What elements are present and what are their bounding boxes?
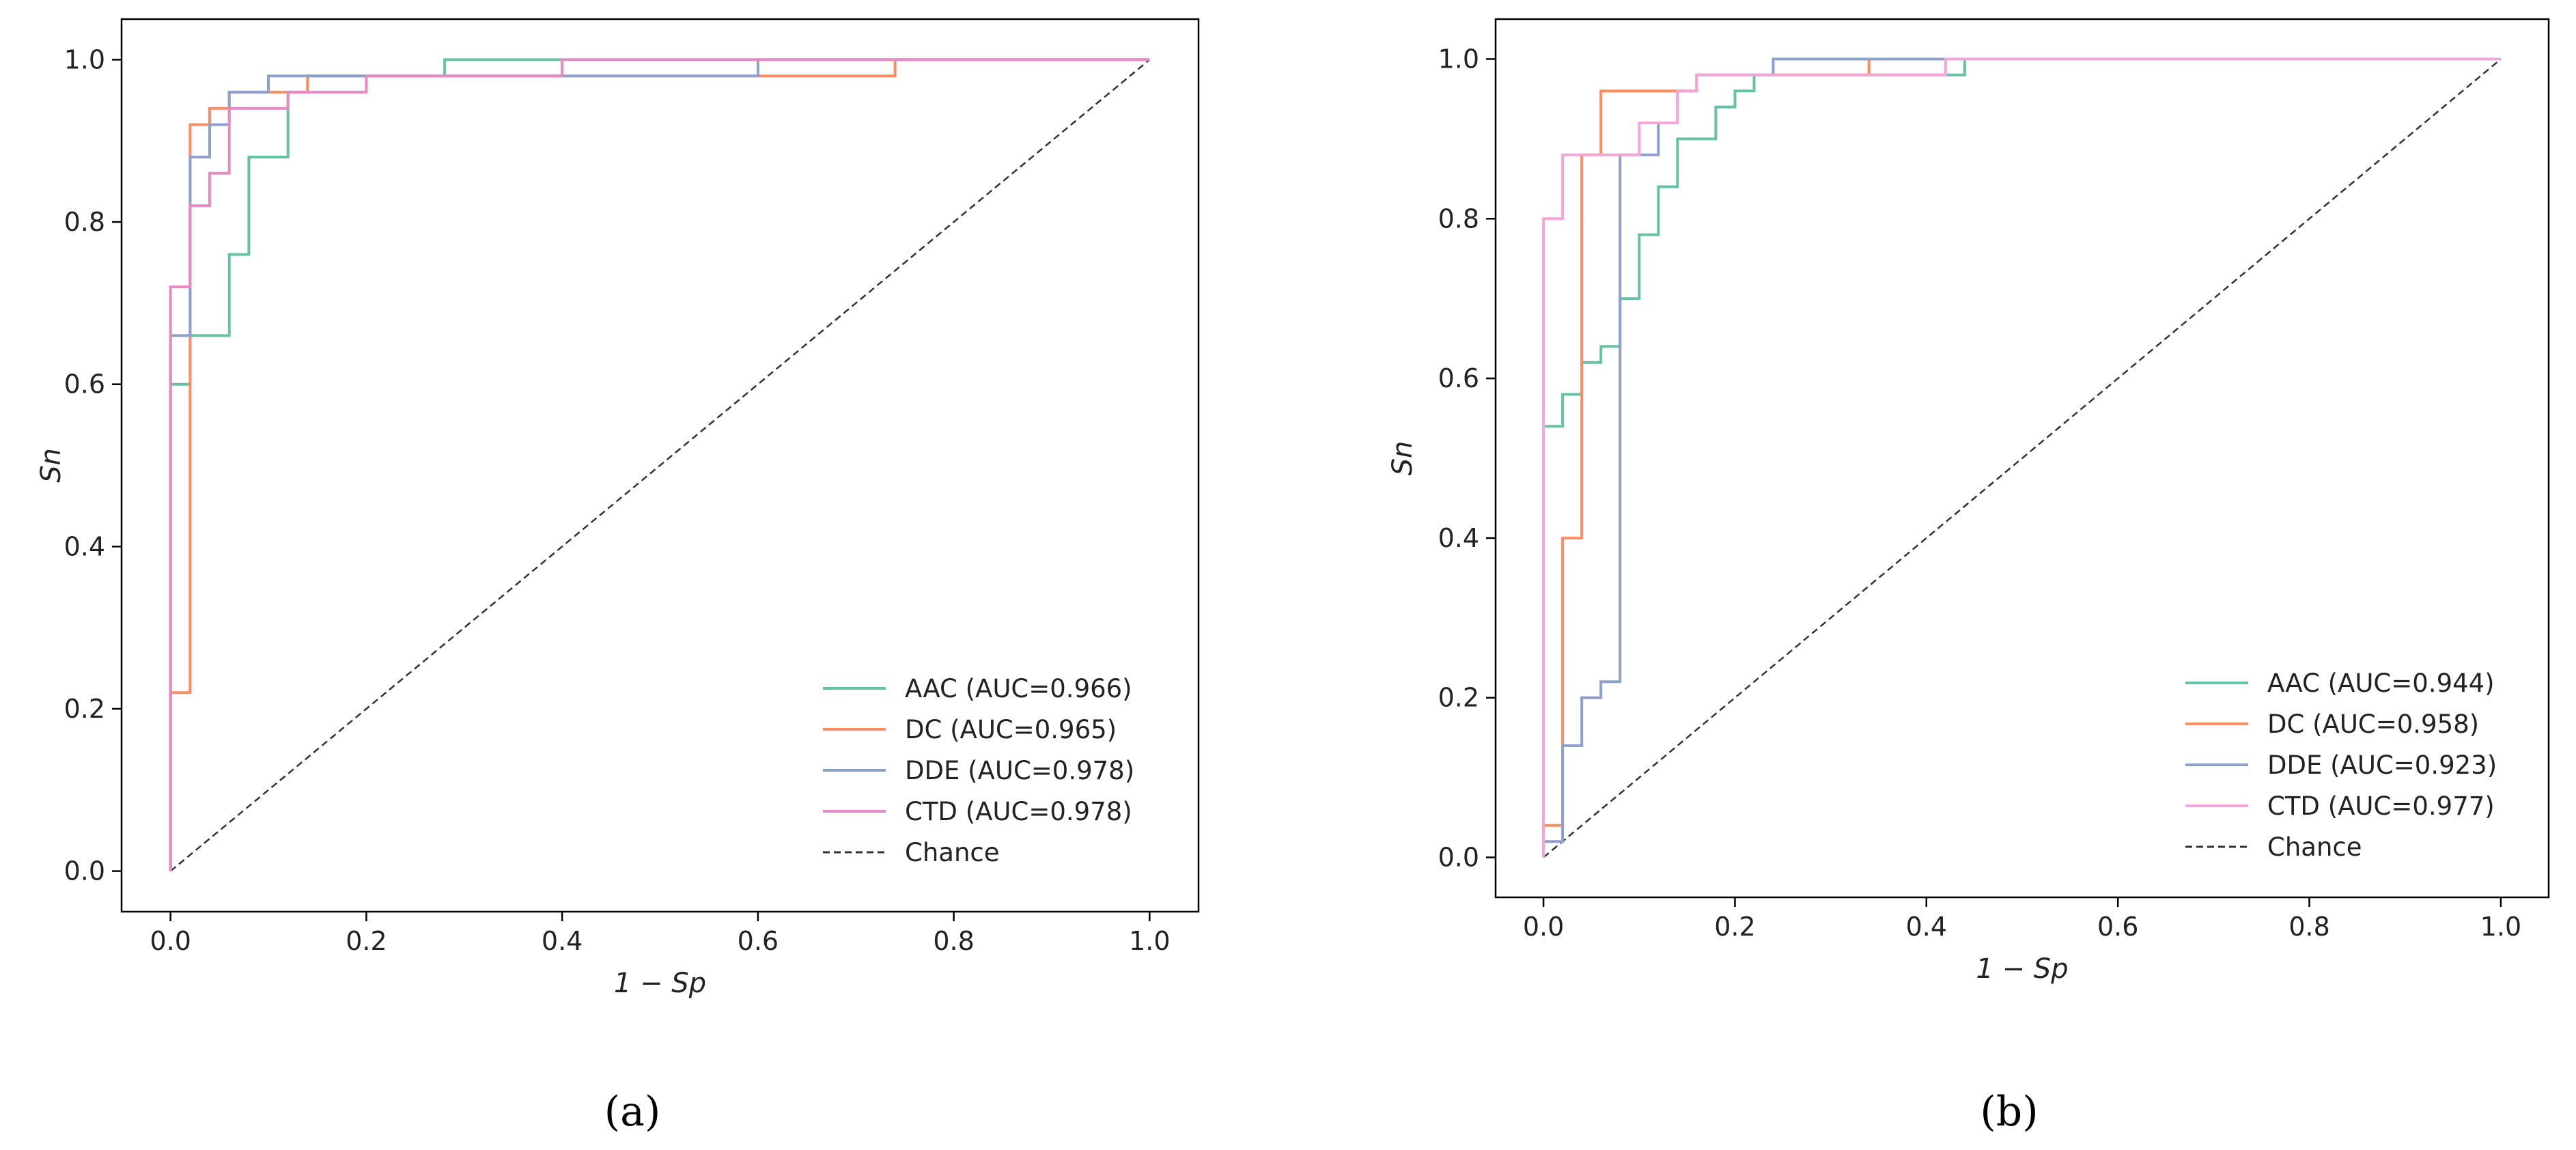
legend-label-aac: AAC (AUC=0.966) [905, 674, 1132, 703]
y-axis-label: Sn [36, 448, 67, 483]
y-tick-label: 0.2 [1438, 683, 1479, 713]
roc-line-ctd [169, 58, 1150, 871]
x-tick-label: 0.2 [346, 926, 387, 956]
legend-label-dc: DC (AUC=0.965) [905, 715, 1117, 744]
roc-line-chance [169, 59, 1151, 872]
legend-label-dde: DDE (AUC=0.978) [905, 756, 1134, 785]
roc-line-ctd [1542, 57, 2501, 858]
x-tick-label: 0.0 [1523, 912, 1564, 942]
y-axis-label: Sn [1387, 441, 1418, 476]
plot-area-frame [1494, 18, 2550, 899]
x-tick-label: 1.0 [1129, 926, 1170, 956]
chart-panel-a: 0.0 0.2 0.4 0.6 0.8 1.0 0.0 0.2 0.4 0.6 0.8 1.0 1 − … [36, 18, 1200, 999]
y-tick-label: 0.0 [64, 856, 105, 886]
y-tick-label: 0.2 [64, 694, 105, 724]
x-tick-label: 0.6 [2097, 912, 2138, 942]
y-tick-label: 0.0 [1438, 843, 1479, 873]
x-tick-label: 0.8 [933, 926, 974, 956]
x-tick-label: 1.0 [2480, 912, 2521, 942]
x-tick-label: 0.2 [1714, 912, 1755, 942]
y-tick-label: 0.6 [1438, 363, 1479, 393]
y-tick-label: 0.6 [64, 369, 105, 399]
y-tick-label: 0.4 [1438, 523, 1479, 553]
y-tick-label: 1.0 [64, 44, 105, 74]
x-tick-label: 0.8 [2288, 912, 2329, 942]
x-axis-label: 1 − Sp [614, 968, 706, 999]
y-tick-label: 0.4 [64, 531, 105, 561]
legend-label-aac: AAC (AUC=0.944) [2267, 669, 2495, 698]
legend-label-dc: DC (AUC=0.958) [2267, 710, 2479, 739]
caption-a: (a) [604, 1088, 661, 1136]
legend-label-ctd: CTD (AUC=0.977) [2267, 791, 2495, 821]
x-tick-label: 0.0 [150, 926, 191, 956]
y-tick-label: 0.8 [64, 207, 105, 237]
x-tick-label: 0.4 [542, 926, 583, 956]
legend-label-dde: DDE (AUC=0.923) [2267, 751, 2497, 780]
x-tick-label: 0.6 [738, 926, 779, 956]
x-tick-label: 0.4 [1906, 912, 1947, 942]
legend-label-chance: Chance [2267, 832, 2362, 862]
legend-label-chance: Chance [905, 838, 1000, 867]
x-axis-label: 1 − Sp [1976, 953, 2068, 985]
chart-panel-b: 0.0 0.2 0.4 0.6 0.8 1.0 0.0 0.2 0.4 0.6 0.8 1.0 1 − … [1387, 18, 2550, 985]
y-tick-label: 1.0 [1438, 44, 1479, 74]
plot-area-frame [120, 18, 1200, 913]
caption-b: (b) [1980, 1088, 2038, 1136]
legend-label-ctd: CTD (AUC=0.978) [905, 797, 1132, 826]
y-tick-label: 0.8 [1438, 204, 1479, 234]
roc-line-chance [1543, 58, 2502, 858]
